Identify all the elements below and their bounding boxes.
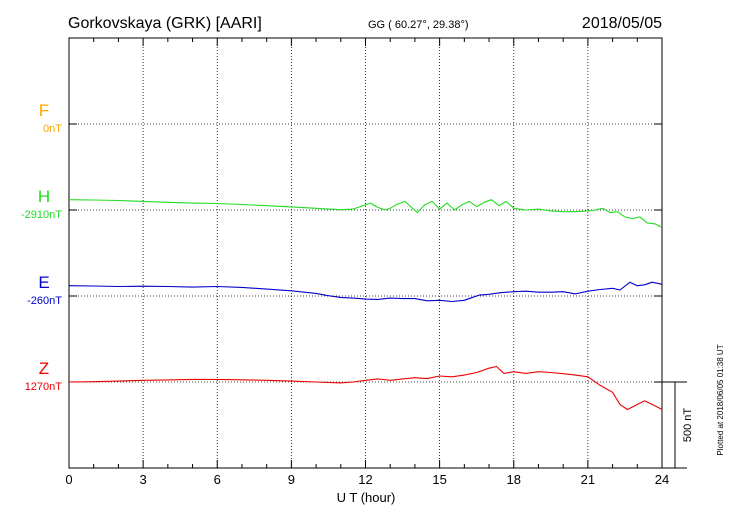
- scale-bar: 500 nT: [662, 381, 694, 469]
- x-axis: 0 3 6 9 12 15 18 21 24: [65, 38, 669, 487]
- x-tick-label: 9: [288, 472, 295, 487]
- x-tick-label: 6: [214, 472, 221, 487]
- x-tick-label: 12: [358, 472, 372, 487]
- series-name-f: F: [39, 101, 49, 120]
- grid: [69, 38, 662, 468]
- plot-area-frame: [68, 37, 663, 469]
- x-tick-label: 15: [432, 472, 446, 487]
- series-baseline-e: -260nT: [27, 295, 62, 307]
- scale-bar-label: 500 nT: [682, 408, 694, 443]
- x-tick-label: 0: [65, 472, 72, 487]
- series-name-h: H: [38, 187, 50, 206]
- series-baseline-z: 1270nT: [25, 381, 63, 393]
- station-title: Gorkovskaya (GRK) [AARI]: [68, 15, 262, 32]
- series-lines: [68, 199, 663, 411]
- series-baseline-f: 0nT: [43, 123, 62, 135]
- series-line-e: [68, 281, 663, 303]
- x-tick-label: 21: [581, 472, 595, 487]
- series-name-z: Z: [39, 359, 49, 378]
- plotted-at-note: Plotted at 2018/06/05 01:38 UT: [716, 344, 725, 455]
- series-baseline-h: -2910nT: [21, 209, 62, 221]
- x-tick-label: 24: [655, 472, 669, 487]
- series-line-h: [68, 199, 663, 228]
- series-labels: F 0nT H -2910nT E -260nT Z 1270nT: [21, 101, 62, 393]
- chart-date: 2018/05/05: [582, 15, 662, 32]
- series-name-e: E: [38, 273, 49, 292]
- x-tick-label: 3: [140, 472, 147, 487]
- station-coords: GG ( 60.27°, 29.38°): [368, 19, 469, 31]
- x-axis-label: U T (hour): [337, 490, 396, 505]
- x-tick-label: 18: [507, 472, 521, 487]
- series-line-z: [68, 365, 663, 411]
